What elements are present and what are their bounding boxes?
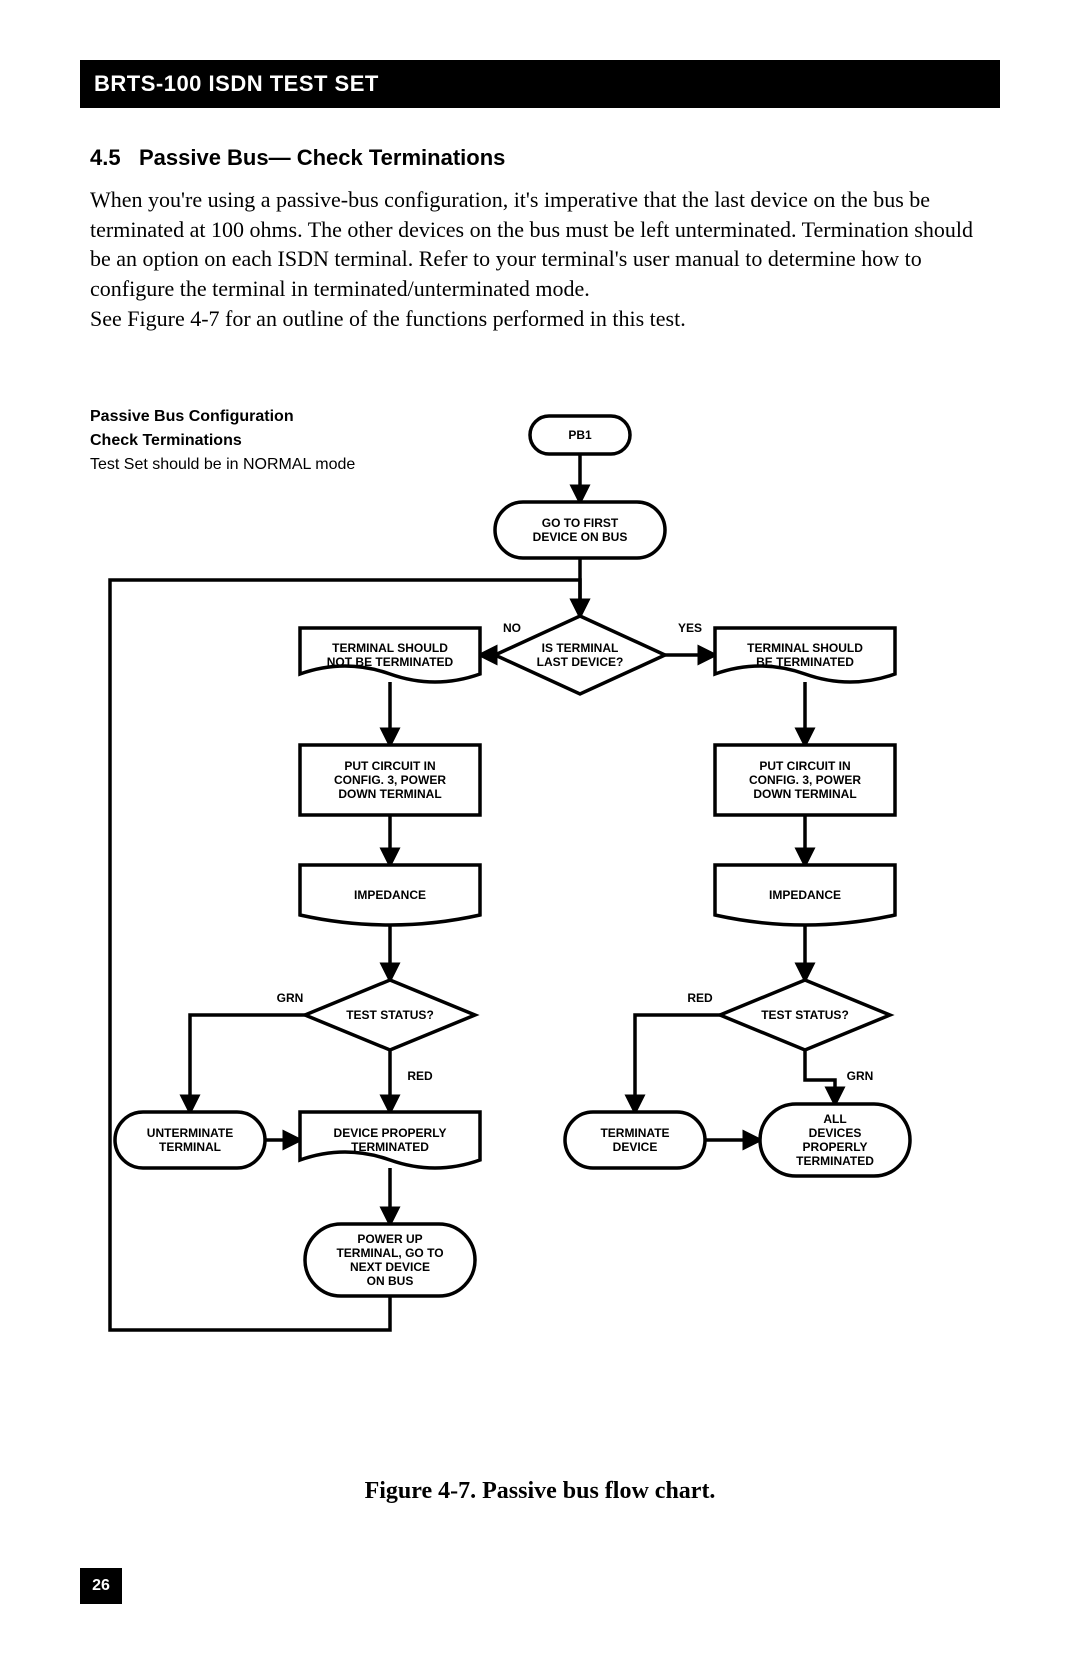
svg-text:RED: RED — [407, 1069, 433, 1083]
svg-text:PROPERLY: PROPERLY — [803, 1140, 868, 1154]
svg-text:TEST STATUS?: TEST STATUS? — [346, 1008, 434, 1022]
header-title: BRTS-100 ISDN TEST SET — [94, 71, 379, 97]
svg-text:BE TERMINATED: BE TERMINATED — [756, 655, 854, 669]
page-number: 26 — [80, 1568, 122, 1604]
svg-text:POWER UP: POWER UP — [357, 1232, 422, 1246]
paragraph-1: When you're using a passive-bus configur… — [90, 185, 990, 304]
svg-text:IMPEDANCE: IMPEDANCE — [354, 888, 426, 902]
svg-text:UNTERMINATE: UNTERMINATE — [147, 1126, 233, 1140]
svg-text:GRN: GRN — [847, 1069, 874, 1083]
svg-text:NOT BE TERMINATED: NOT BE TERMINATED — [327, 655, 454, 669]
page: BRTS-100 ISDN TEST SET 4.5 Passive Bus— … — [0, 0, 1080, 1669]
paragraph-2: See Figure 4-7 for an outline of the fun… — [90, 304, 990, 334]
section-title: 4.5 Passive Bus— Check Terminations — [90, 145, 505, 171]
svg-text:DEVICES: DEVICES — [809, 1126, 862, 1140]
svg-text:CONFIG. 3, POWER: CONFIG. 3, POWER — [749, 773, 861, 787]
svg-text:PUT CIRCUIT IN: PUT CIRCUIT IN — [759, 759, 850, 773]
section-heading: Passive Bus— Check Terminations — [139, 145, 505, 170]
svg-text:CONFIG. 3, POWER: CONFIG. 3, POWER — [334, 773, 446, 787]
header-bar: BRTS-100 ISDN TEST SET — [80, 60, 1000, 108]
svg-text:DOWN TERMINAL: DOWN TERMINAL — [338, 787, 441, 801]
svg-text:RED: RED — [687, 991, 713, 1005]
svg-text:PUT CIRCUIT IN: PUT CIRCUIT IN — [344, 759, 435, 773]
svg-text:YES: YES — [678, 621, 702, 635]
section-number: 4.5 — [90, 145, 121, 170]
svg-text:ALL: ALL — [823, 1112, 846, 1126]
svg-text:TERMINATED: TERMINATED — [796, 1154, 874, 1168]
flowchart: NOYESREDGRNGRNREDPB1GO TO FIRSTDEVICE ON… — [80, 400, 1000, 1460]
svg-text:NEXT DEVICE: NEXT DEVICE — [350, 1260, 430, 1274]
svg-text:TERMINAL SHOULD: TERMINAL SHOULD — [332, 641, 448, 655]
svg-text:TERMINAL: TERMINAL — [159, 1140, 221, 1154]
svg-text:TERMINAL, GO TO: TERMINAL, GO TO — [336, 1246, 443, 1260]
svg-text:GRN: GRN — [277, 991, 304, 1005]
svg-text:DEVICE ON BUS: DEVICE ON BUS — [533, 530, 628, 544]
svg-text:DEVICE PROPERLY: DEVICE PROPERLY — [334, 1126, 447, 1140]
figure-caption: Figure 4-7. Passive bus flow chart. — [0, 1478, 1080, 1505]
svg-text:DOWN TERMINAL: DOWN TERMINAL — [753, 787, 856, 801]
svg-text:DEVICE: DEVICE — [613, 1140, 658, 1154]
svg-text:TEST STATUS?: TEST STATUS? — [761, 1008, 849, 1022]
svg-text:LAST DEVICE?: LAST DEVICE? — [537, 655, 624, 669]
svg-text:TERMINATE: TERMINATE — [600, 1126, 669, 1140]
svg-text:IMPEDANCE: IMPEDANCE — [769, 888, 841, 902]
svg-text:GO TO FIRST: GO TO FIRST — [542, 516, 619, 530]
svg-text:TERMINAL SHOULD: TERMINAL SHOULD — [747, 641, 863, 655]
svg-text:NO: NO — [503, 621, 521, 635]
svg-text:TERMINATED: TERMINATED — [351, 1140, 429, 1154]
svg-text:PB1: PB1 — [568, 428, 592, 442]
body-text: When you're using a passive-bus configur… — [90, 185, 990, 333]
svg-text:ON BUS: ON BUS — [367, 1274, 414, 1288]
svg-text:IS TERMINAL: IS TERMINAL — [542, 641, 619, 655]
